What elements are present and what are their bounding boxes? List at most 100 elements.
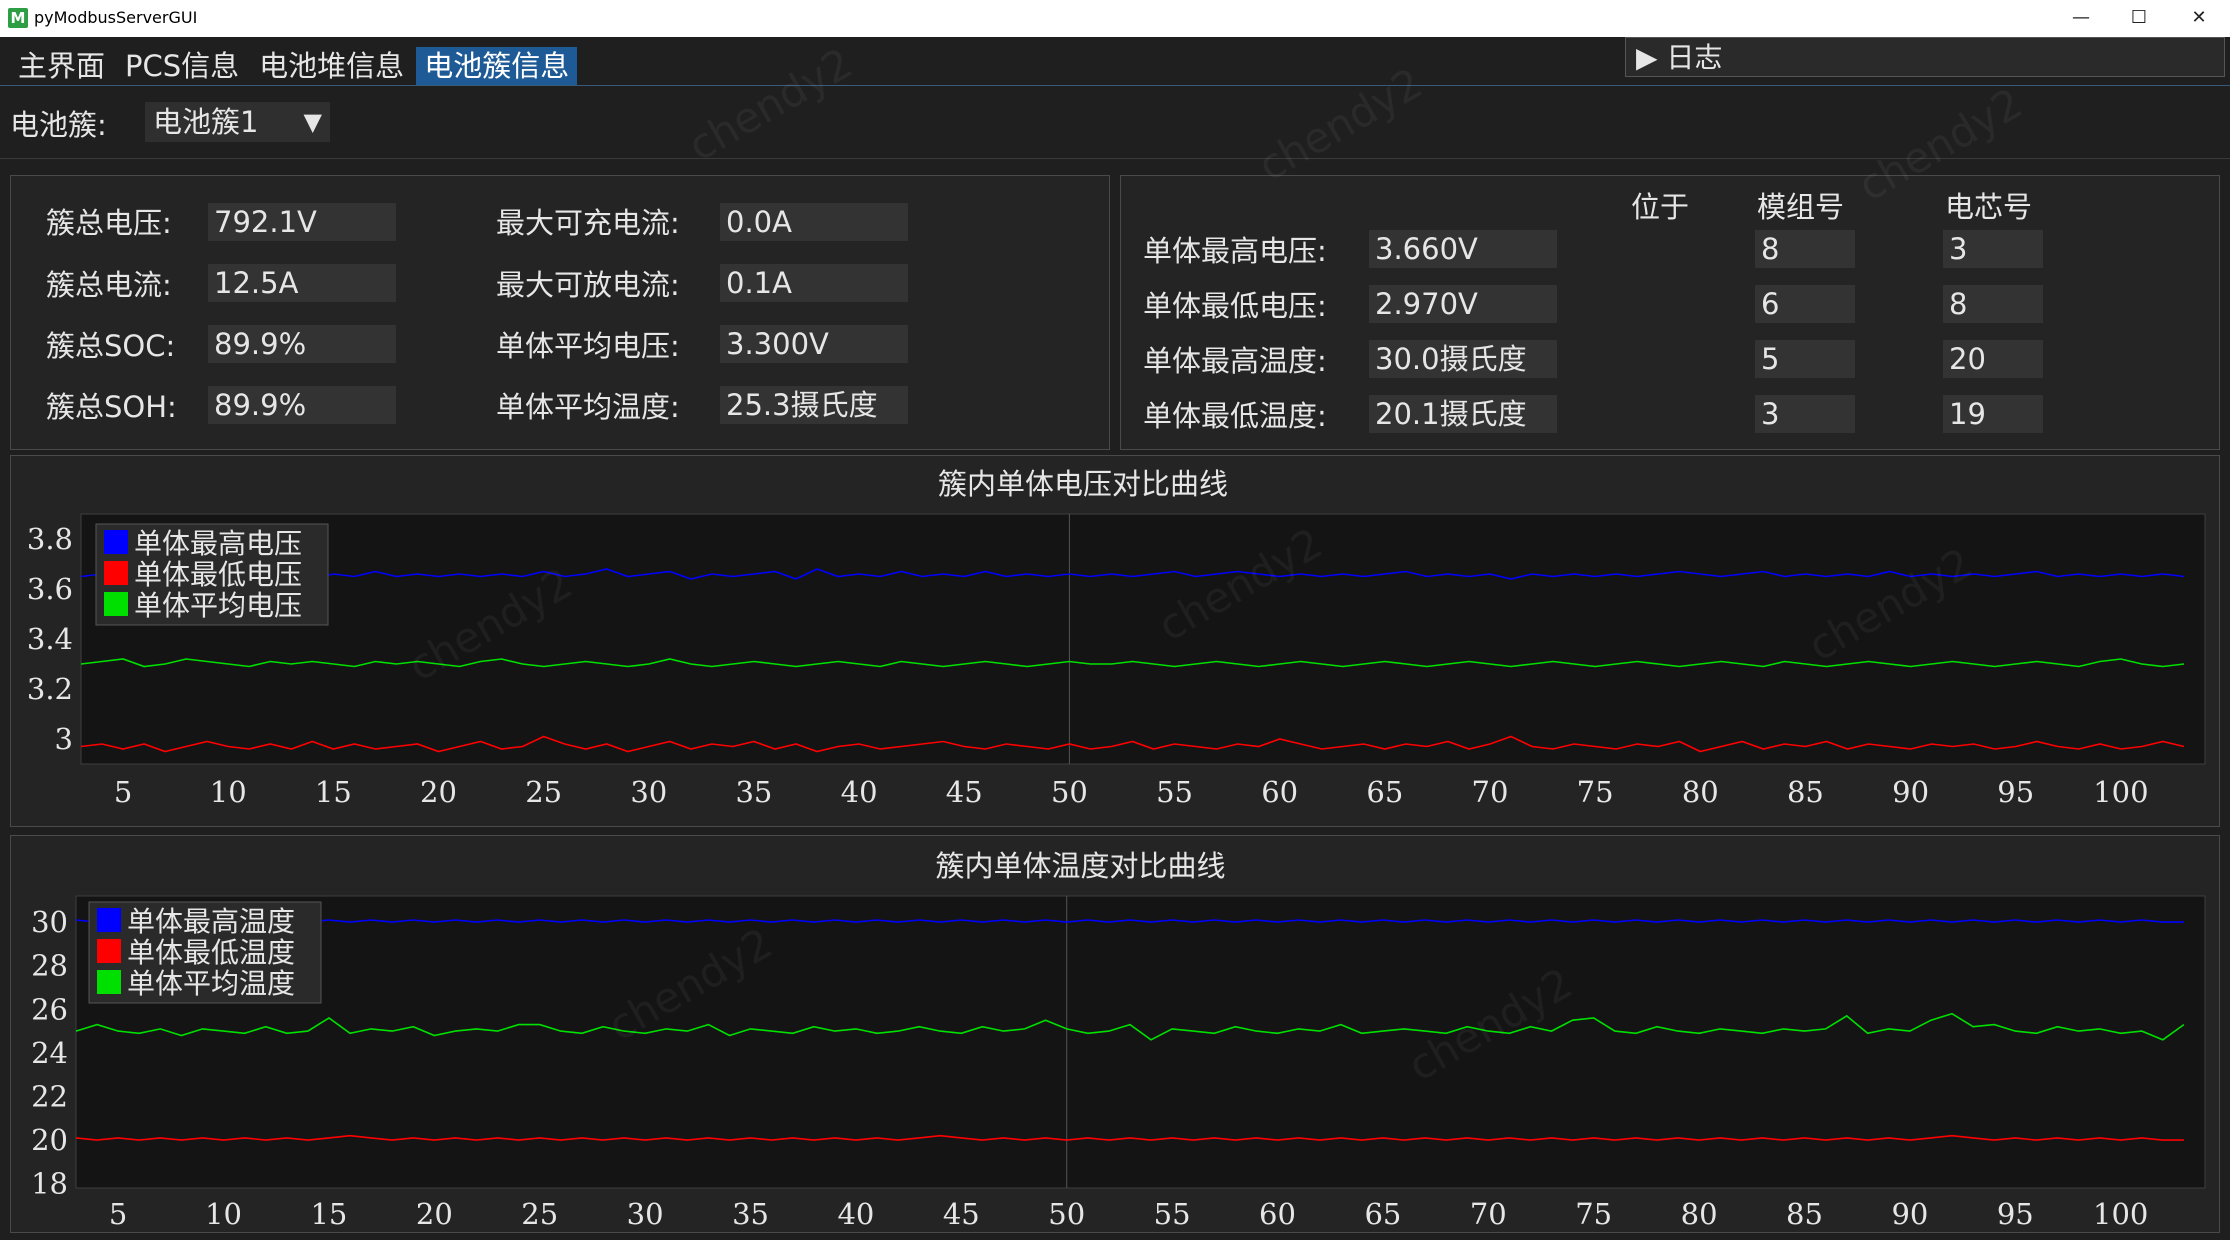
x-tick-label: 95 [1997,1197,2034,1231]
x-tick-label: 75 [1575,1197,1612,1231]
tab-pcs[interactable]: PCS信息 [125,49,240,83]
legend-swatch [104,592,128,616]
x-tick-label: 90 [1892,775,1929,809]
series-line [75,1012,2185,1041]
x-tick-label: 45 [946,775,983,809]
avg-cell-temp-value: 25.3摄氏度 [720,386,908,424]
x-tick-label: 5 [114,775,132,809]
legend-label: 单体平均温度 [127,967,295,1000]
y-tick-label: 28 [31,949,68,983]
voltage-chart-svg: 簇内单体电压对比曲线 5 10 15 20 25 30 35 40 45 50 55 60 65 70 75 8… [27,467,2206,809]
total-current-value: 12.5A [208,264,396,302]
tab-main[interactable]: 主界面 [18,49,106,83]
max-charge-current-label: 最大可充电流: [496,206,680,240]
tab-battery-cluster[interactable]: 电池簇信息 [416,47,578,85]
max-discharge-current-value: 0.1A [720,264,908,302]
min-temp-module: 3 [1755,395,1855,433]
y-tick-label: 3.8 [27,522,73,556]
x-tick-label: 40 [837,1197,874,1231]
y-tick-label: 3.4 [27,622,73,656]
x-tick-label: 80 [1682,775,1719,809]
chevron-down-icon: ▼ [303,108,322,136]
y-tick-label: 3 [55,722,73,756]
max-cell-temp-value: 30.0摄氏度 [1369,340,1557,378]
y-tick-label: 20 [31,1123,68,1157]
maximize-button[interactable]: ☐ [2130,7,2148,28]
module-header: 模组号 [1757,190,1845,224]
series-line [80,568,2185,580]
title-bar: M pyModbusServerGUI — ☐ ✕ [0,0,2230,37]
x-tick-label: 75 [1577,775,1614,809]
cluster-summary-panel: 簇总电压: 792.1V 簇总电流: 12.5A 簇总SOC: 89.9% 簇总… [10,175,1110,450]
cell-extremes-panel: 位于 模组号 电芯号 单体最高电压: 3.660V 8 3 单体最低电压: 2.… [1120,175,2220,450]
x-tick-label: 15 [310,1197,347,1231]
tab-divider [0,85,2230,86]
total-soc-label: 簇总SOC: [46,329,176,363]
window-title: pyModbusServerGUI [34,8,198,27]
log-toggle-button[interactable]: ▶ 日志 [1625,37,2225,77]
legend-label: 单体最低电压 [134,558,302,591]
series-line [75,916,2184,923]
legend-label: 单体最高温度 [127,905,295,938]
max-cell-voltage-label: 单体最高电压: [1143,234,1327,268]
legend-label: 单体最低温度 [127,936,295,969]
x-tick-label: 50 [1048,1197,1085,1231]
min-cell-temp-value: 20.1摄氏度 [1369,395,1557,433]
close-button[interactable]: ✕ [2191,7,2207,28]
legend-swatch [104,561,128,585]
chart-title: 簇内单体温度对比曲线 [935,849,1225,883]
series-line [80,658,2185,668]
y-tick-label: 26 [31,992,68,1026]
x-tick-label: 50 [1051,775,1088,809]
y-tick-label: 24 [31,1036,68,1070]
temperature-chart-svg: 簇内单体温度对比曲线 5 10 15 20 25 30 35 40 45 50 55 60 65 70 75 8… [31,849,2206,1231]
watermark: chendy2 [1249,58,1431,191]
x-tick-label: 20 [416,1197,453,1231]
min-cell-voltage-value: 2.970V [1369,285,1557,323]
x-tick-label: 65 [1366,775,1403,809]
cluster-selector[interactable]: 电池簇1 ▼ [145,102,330,142]
x-tick-label: 35 [735,775,772,809]
located-header: 位于 [1631,190,1690,224]
total-soh-value: 89.9% [208,386,396,424]
legend-label: 单体平均电压 [134,589,302,622]
total-current-label: 簇总电流: [46,268,172,302]
avg-cell-temp-label: 单体平均温度: [496,390,680,424]
x-tick-label: 100 [2093,775,2148,809]
min-temp-cell: 19 [1943,395,2043,433]
watermark: chendy2 [679,38,861,171]
x-tick-label: 10 [205,1197,242,1231]
total-soh-label: 簇总SOH: [46,390,177,424]
max-voltage-cell: 3 [1943,230,2043,268]
legend-swatch [104,530,128,554]
x-tick-label: 60 [1261,775,1298,809]
plot-area [80,513,2206,765]
x-tick-label: 85 [1787,775,1824,809]
legend-swatch [97,939,121,963]
legend-swatch [97,908,121,932]
cluster-selector-label: 电池簇: [10,108,107,142]
max-cell-voltage-value: 3.660V [1369,230,1557,268]
x-tick-label: 15 [315,775,352,809]
max-cell-temp-label: 单体最高温度: [1143,344,1327,378]
x-tick-label: 95 [1997,775,2034,809]
max-discharge-current-label: 最大可放电流: [496,268,680,302]
total-voltage-label: 簇总电压: [46,206,172,240]
temperature-comparison-chart: 簇内单体温度对比曲线 5 10 15 20 25 30 35 40 45 50 55 60 65 70 75 8… [10,835,2220,1233]
x-tick-label: 90 [1891,1197,1928,1231]
x-tick-label: 65 [1364,1197,1401,1231]
x-tick-label: 25 [521,1197,558,1231]
tab-battery-stack[interactable]: 电池堆信息 [259,49,405,83]
minimize-button[interactable]: — [2072,7,2090,28]
chart-title: 簇内单体电压对比曲线 [938,467,1228,501]
avg-cell-voltage-label: 单体平均电压: [496,329,680,363]
y-tick-label: 18 [31,1167,68,1201]
y-tick-label: 3.2 [27,672,73,706]
max-temp-module: 5 [1755,340,1855,378]
max-voltage-module: 8 [1755,230,1855,268]
x-tick-label: 100 [2093,1197,2148,1231]
x-tick-label: 70 [1472,775,1509,809]
y-tick-label: 30 [31,905,68,939]
legend-box [95,523,329,626]
x-tick-label: 40 [841,775,878,809]
